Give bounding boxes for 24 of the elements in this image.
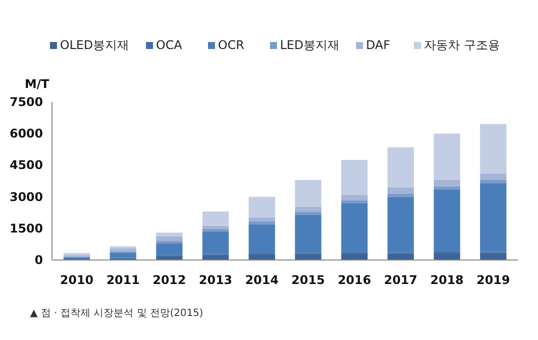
y-tick-label: 1500 bbox=[10, 221, 43, 236]
y-tick-label: 6000 bbox=[10, 126, 43, 141]
y-axis-title: M/T bbox=[24, 77, 50, 91]
x-tick-label: 2013 bbox=[198, 273, 232, 287]
x-tick-label: 2016 bbox=[338, 273, 372, 287]
x-tick-label: 2011 bbox=[106, 273, 140, 287]
y-tick-label: 0 bbox=[34, 253, 43, 267]
legend-label: DAF bbox=[366, 38, 390, 52]
legend-label: OCR bbox=[218, 38, 244, 52]
legend-label: LED봉지재 bbox=[280, 38, 340, 52]
legend-label: 자동차 구조용 bbox=[424, 38, 500, 52]
y-tick-label: 7500 bbox=[10, 95, 43, 109]
y-tick-label: 4500 bbox=[10, 158, 43, 172]
x-tick-label: 2018 bbox=[430, 273, 464, 287]
x-tick-label: 2010 bbox=[60, 273, 94, 287]
legend-label: OCA bbox=[156, 38, 183, 52]
x-tick-label: 2017 bbox=[384, 273, 418, 287]
x-tick-label: 2012 bbox=[152, 273, 186, 287]
x-tick-label: 2014 bbox=[245, 273, 279, 287]
x-tick-label: 2019 bbox=[476, 273, 510, 287]
text: ▲ 점 · 접착제 시장분석 및 전망(2015) bbox=[30, 308, 204, 319]
x-tick-label: 2015 bbox=[291, 273, 325, 287]
legend-label: OLED봉지재 bbox=[60, 38, 129, 52]
y-tick-label: 3000 bbox=[10, 190, 43, 204]
